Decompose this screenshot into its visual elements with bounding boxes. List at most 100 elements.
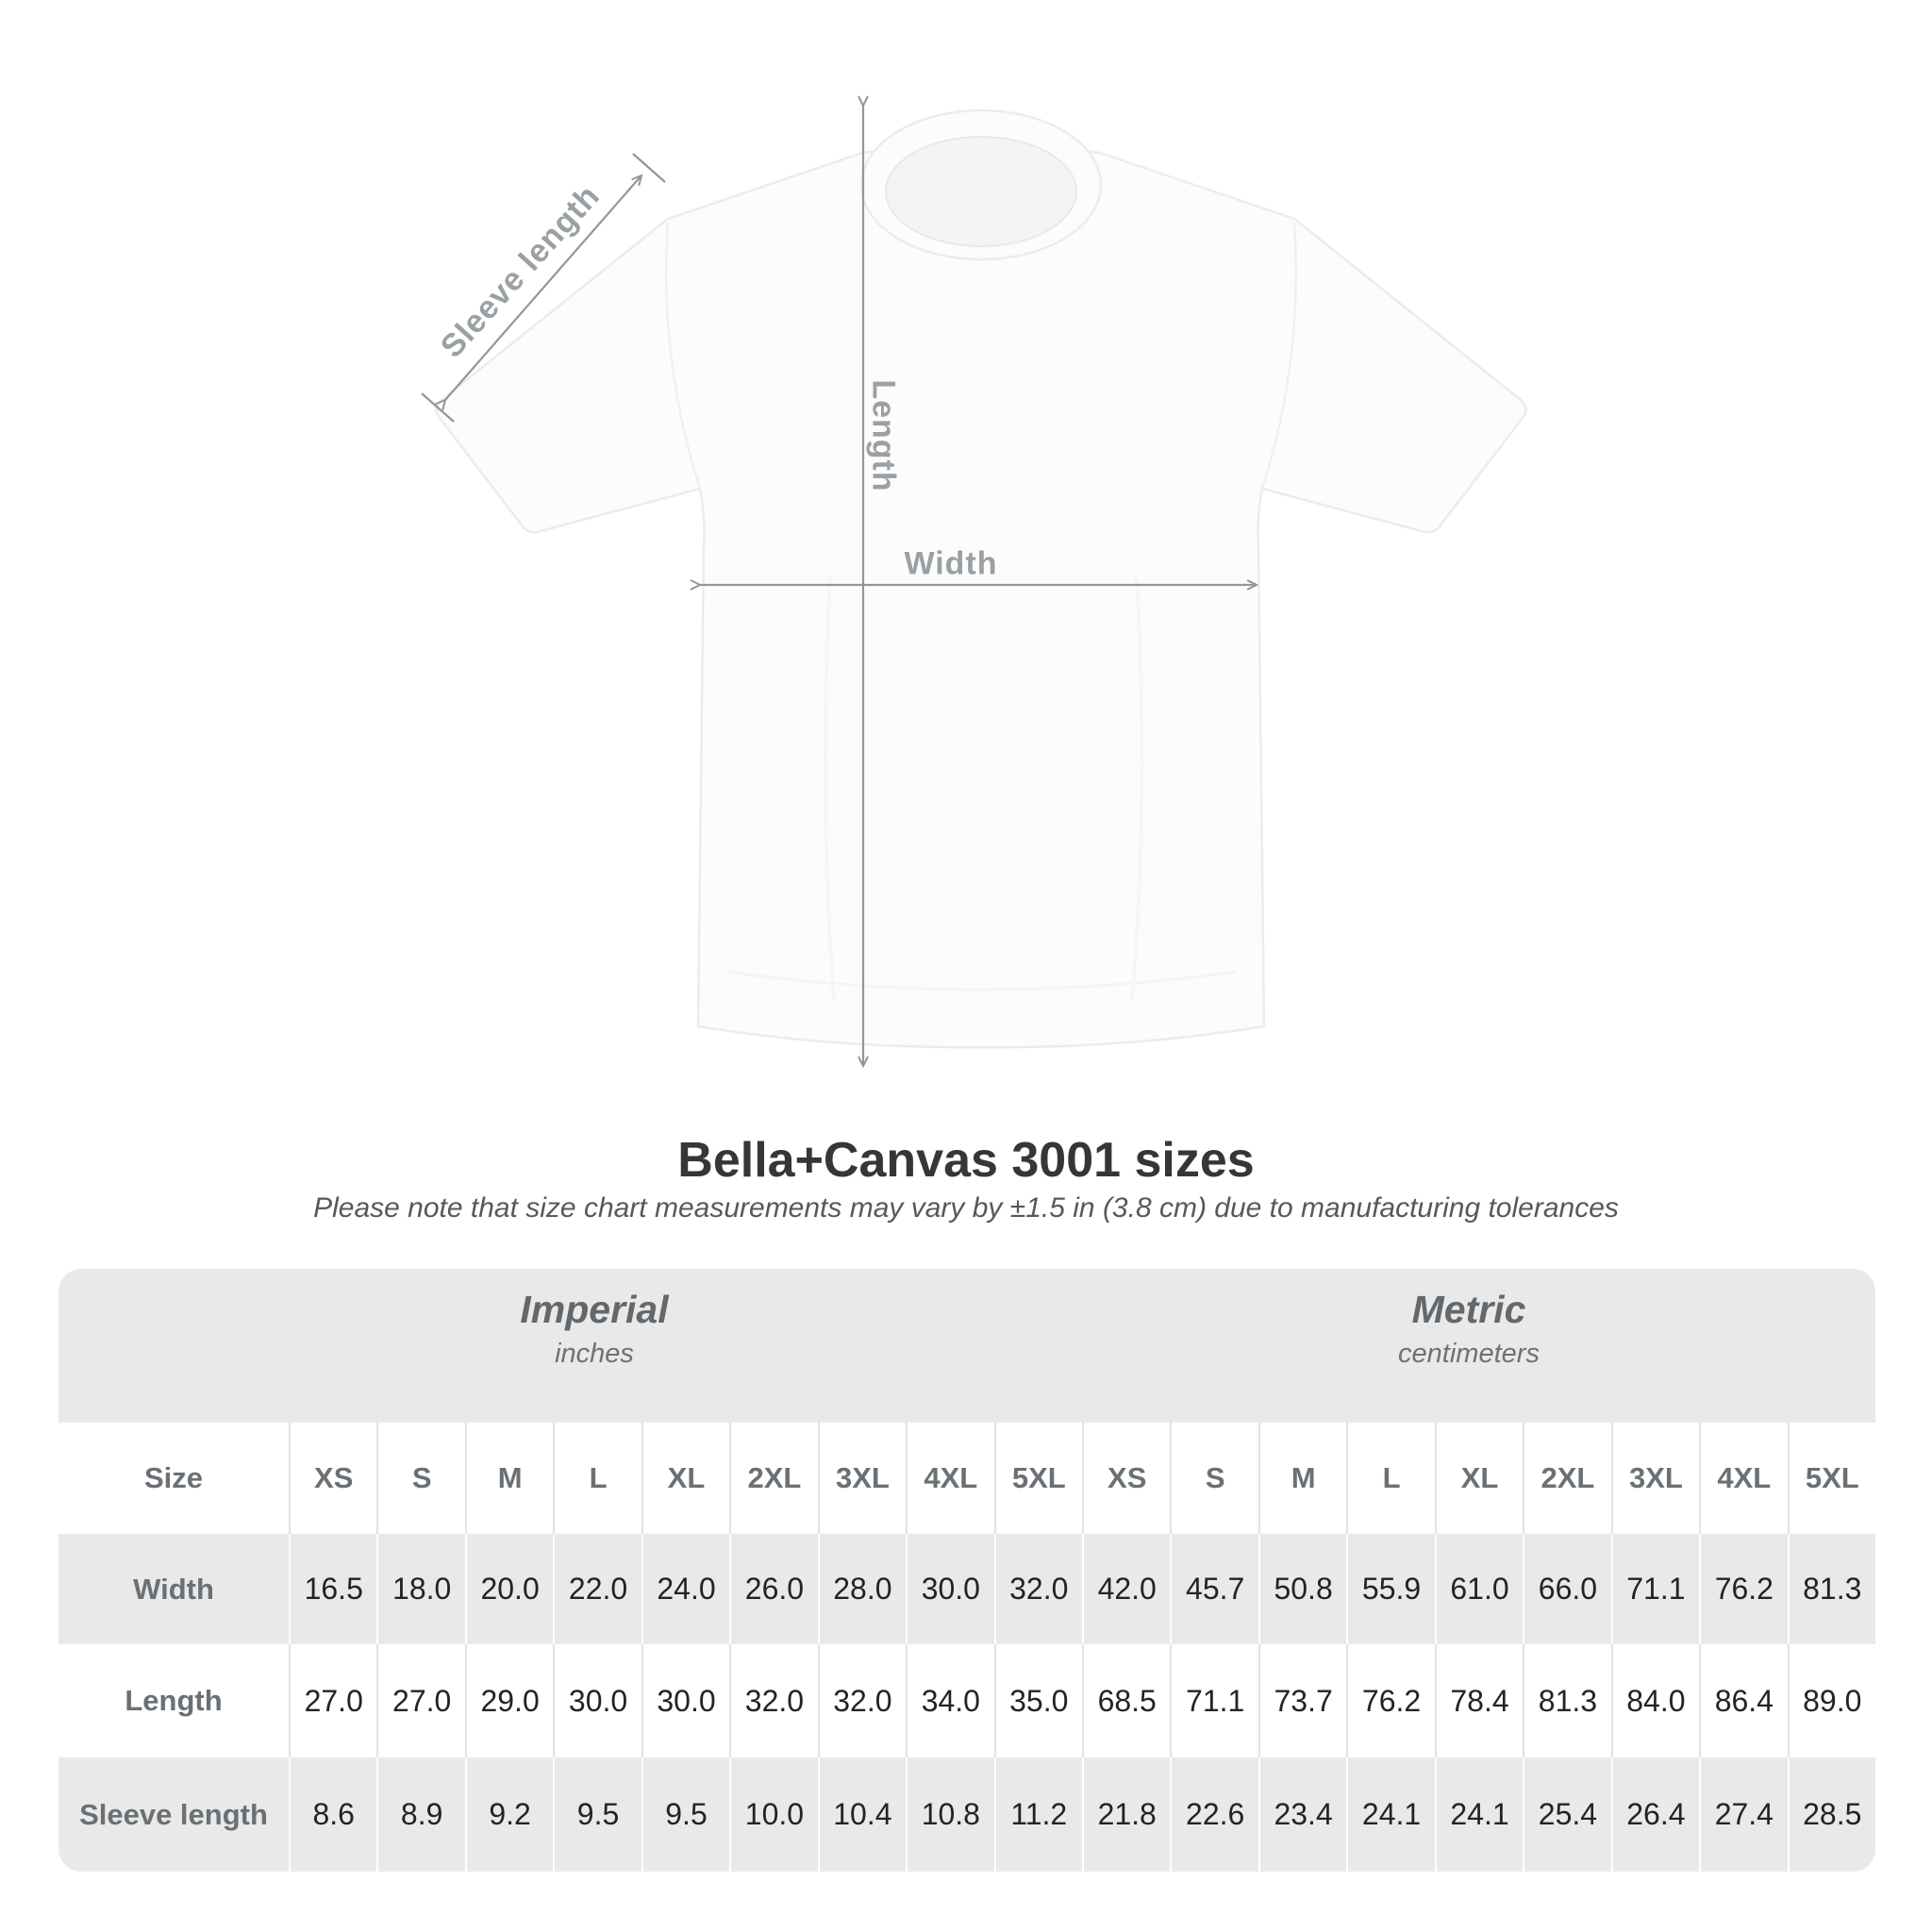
table-cell: 20.0 (464, 1534, 553, 1644)
size-col-header: S (376, 1423, 464, 1534)
table-cell: 29.0 (464, 1644, 553, 1757)
size-col-header: L (1346, 1423, 1434, 1534)
table-cell: 9.5 (641, 1757, 729, 1872)
table-cell: 10.4 (817, 1757, 906, 1872)
imperial-label: Imperial (520, 1288, 669, 1331)
size-corner-header: Size (143, 1461, 204, 1494)
row-label: Length (125, 1684, 223, 1717)
size-header-row: Size XS S M L XL 2XL 3XL 4XL 5XL XS S M … (58, 1423, 1875, 1534)
table-cell: 18.0 (376, 1534, 464, 1644)
table-cell: 22.0 (553, 1534, 641, 1644)
imperial-unit: inches (555, 1339, 634, 1370)
size-col-header: S (1170, 1423, 1257, 1534)
width-row: Width 16.5 18.0 20.0 22.0 24.0 26.0 28.0… (58, 1534, 1875, 1644)
table-cell: 30.0 (641, 1644, 729, 1757)
table-cell: 22.6 (1170, 1757, 1257, 1872)
left-sleeve-seam (664, 222, 702, 490)
table-cell: 21.8 (1081, 1757, 1170, 1872)
table-cell: 32.0 (817, 1644, 906, 1757)
table-cell: 35.0 (993, 1644, 1082, 1757)
size-col-header: XS (1081, 1423, 1170, 1534)
table-cell: 30.0 (906, 1534, 993, 1644)
size-col-header: 5XL (993, 1423, 1082, 1534)
tolerance-note: Please note that size chart measurements… (313, 1192, 1619, 1224)
tshirt-diagram (421, 95, 1527, 1069)
table-cell: 24.0 (641, 1534, 729, 1644)
table-cell: 27.4 (1699, 1757, 1787, 1872)
table-cell: 24.1 (1434, 1757, 1523, 1872)
table-cell: 73.7 (1257, 1644, 1346, 1757)
sleeve-length-row: Sleeve length 8.6 8.9 9.2 9.5 9.5 10.0 1… (58, 1757, 1875, 1872)
table-cell: 27.0 (289, 1644, 376, 1757)
table-cell: 32.0 (729, 1644, 817, 1757)
table-cell: 76.2 (1346, 1644, 1434, 1757)
metric-unit-header: Metric centimeters (1398, 1286, 1540, 1375)
size-col-header: 2XL (1523, 1423, 1610, 1534)
body-fold-2 (1130, 575, 1144, 1001)
table-cell: 26.4 (1610, 1757, 1699, 1872)
sleeve-measure-line (435, 174, 643, 411)
table-cell: 45.7 (1170, 1534, 1257, 1644)
size-col-header: XL (1434, 1423, 1523, 1534)
table-cell: 32.0 (993, 1534, 1082, 1644)
collar-inner (885, 136, 1077, 247)
table-cell: 86.4 (1699, 1644, 1787, 1757)
table-cell: 23.4 (1257, 1757, 1346, 1872)
size-col-header: L (553, 1423, 641, 1534)
table-cell: 55.9 (1346, 1534, 1434, 1644)
metric-label: Metric (1411, 1288, 1526, 1331)
table-cell: 81.3 (1787, 1534, 1875, 1644)
table-cell: 89.0 (1787, 1644, 1875, 1757)
size-col-header: 5XL (1787, 1423, 1875, 1534)
size-col-header: M (1257, 1423, 1346, 1534)
table-cell: 9.2 (464, 1757, 553, 1872)
size-col-header: XL (641, 1423, 729, 1534)
right-sleeve-seam (1260, 222, 1298, 490)
table-cell: 26.0 (729, 1534, 817, 1644)
metric-unit: centimeters (1398, 1339, 1540, 1370)
size-col-header: 4XL (906, 1423, 993, 1534)
table-cell: 50.8 (1257, 1534, 1346, 1644)
size-col-header: 3XL (817, 1423, 906, 1534)
width-label: Width (904, 545, 998, 582)
table-cell: 34.0 (906, 1644, 993, 1757)
table-cell: 28.0 (817, 1534, 906, 1644)
length-label: Length (865, 379, 902, 492)
table-cell: 71.1 (1610, 1534, 1699, 1644)
unit-header-band: Imperial inches Metric centimeters (58, 1269, 1875, 1423)
table-cell: 61.0 (1434, 1534, 1523, 1644)
tshirt-silhouette (435, 142, 1527, 1049)
table-cell: 78.4 (1434, 1644, 1523, 1757)
table-cell: 84.0 (1610, 1644, 1699, 1757)
table-cell: 25.4 (1523, 1757, 1610, 1872)
row-label: Sleeve length (79, 1797, 268, 1831)
row-label: Width (133, 1572, 214, 1606)
table-cell: 66.0 (1523, 1534, 1610, 1644)
table-cell: 68.5 (1081, 1644, 1170, 1757)
sleeve-extension-tick-bottom (421, 392, 455, 423)
size-table: Imperial inches Metric centimeters Size … (58, 1269, 1875, 1872)
table-cell: 11.2 (993, 1757, 1082, 1872)
size-col-header: 4XL (1699, 1423, 1787, 1534)
table-cell: 8.6 (289, 1757, 376, 1872)
page-title: Bella+Canvas 3001 sizes (677, 1133, 1255, 1188)
sleeve-extension-tick-top (632, 153, 666, 183)
imperial-unit-header: Imperial inches (520, 1286, 668, 1375)
table-cell: 10.8 (906, 1757, 993, 1872)
table-cell: 71.1 (1170, 1644, 1257, 1757)
table-cell: 8.9 (376, 1757, 464, 1872)
table-cell: 76.2 (1699, 1534, 1787, 1644)
table-cell: 27.0 (376, 1644, 464, 1757)
table-cell: 9.5 (553, 1757, 641, 1872)
size-col-header: XS (289, 1423, 376, 1534)
table-cell: 30.0 (553, 1644, 641, 1757)
size-col-header: 2XL (729, 1423, 817, 1534)
table-cell: 24.1 (1346, 1757, 1434, 1872)
table-cell: 16.5 (289, 1534, 376, 1644)
hem-fold (725, 970, 1237, 991)
size-col-header: 3XL (1610, 1423, 1699, 1534)
table-cell: 81.3 (1523, 1644, 1610, 1757)
size-col-header: M (464, 1423, 553, 1534)
table-cell: 28.5 (1787, 1757, 1875, 1872)
